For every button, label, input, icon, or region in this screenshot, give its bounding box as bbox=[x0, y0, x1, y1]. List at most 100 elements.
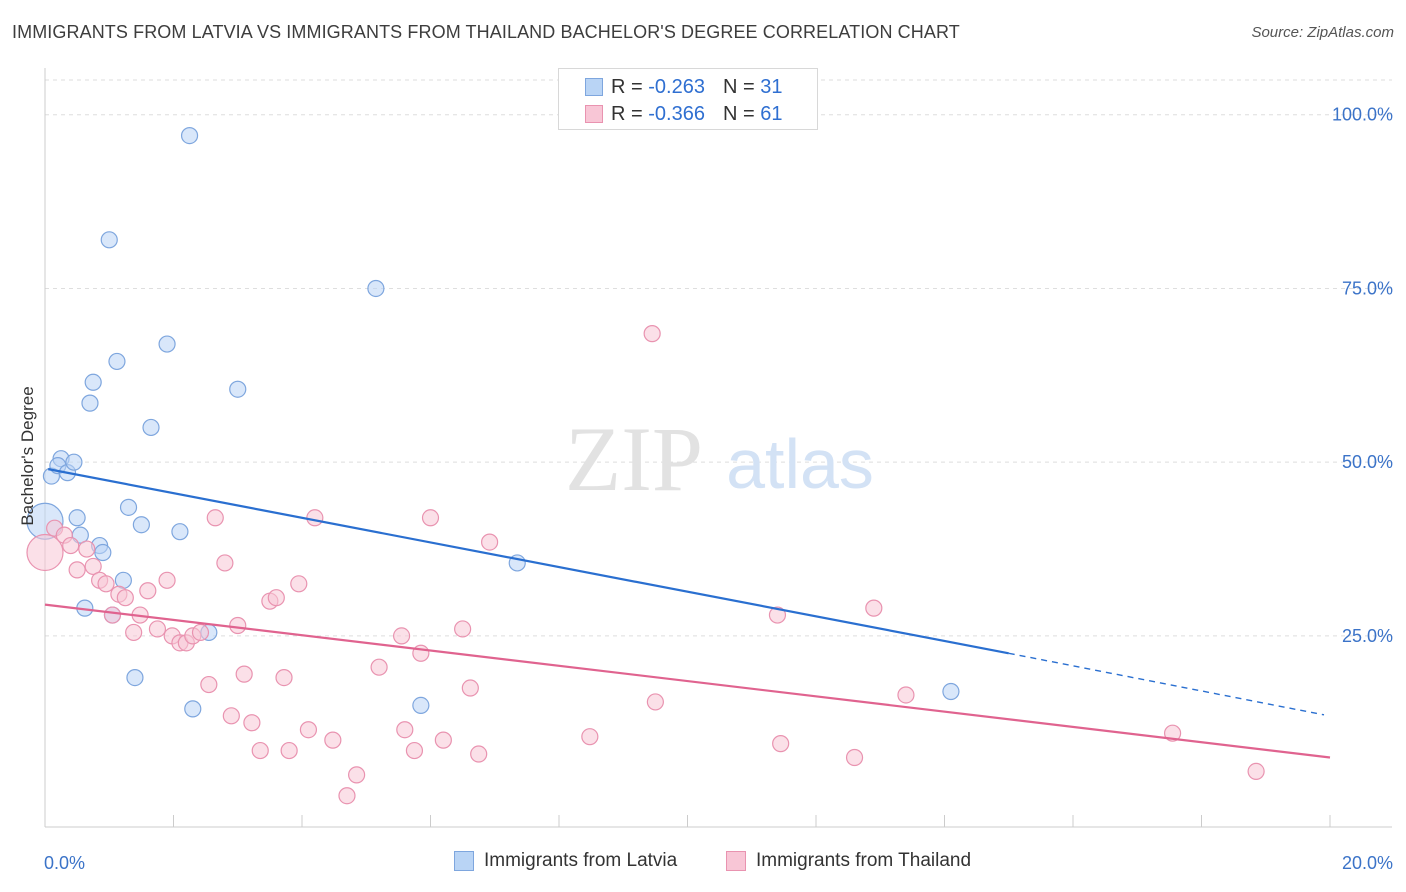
latvia-trend-extension bbox=[1008, 652, 1325, 716]
latvia-points bbox=[26, 126, 960, 718]
thailand-points bbox=[26, 325, 1265, 805]
thailand-point bbox=[139, 582, 157, 600]
thailand-point bbox=[897, 686, 915, 704]
thailand-point bbox=[62, 536, 80, 555]
latvia-point bbox=[942, 682, 960, 701]
thailand-point bbox=[68, 561, 86, 579]
latvia-point bbox=[412, 696, 430, 714]
latvia-point bbox=[65, 453, 83, 471]
r-label: R = bbox=[611, 102, 643, 125]
x-tick-label: 20.0% bbox=[1342, 853, 1393, 873]
y-tick-label: 100.0% bbox=[1332, 105, 1393, 125]
thailand-point bbox=[97, 575, 115, 593]
thailand-point bbox=[26, 533, 64, 572]
n-value: 31 bbox=[760, 75, 783, 98]
thailand-swatch bbox=[585, 105, 603, 123]
thailand-point bbox=[643, 325, 661, 343]
latvia-point bbox=[229, 380, 247, 398]
thailand-point bbox=[772, 735, 790, 753]
axes bbox=[44, 68, 1392, 828]
r-value: -0.366 bbox=[648, 102, 705, 125]
latvia-point bbox=[367, 279, 385, 298]
thailand-point bbox=[216, 554, 234, 572]
latvia-point bbox=[108, 352, 126, 371]
thailand-point bbox=[768, 606, 787, 624]
y-axis-label: Bachelor's Degree bbox=[18, 386, 37, 526]
thailand-point bbox=[454, 620, 472, 638]
latvia-point bbox=[84, 373, 102, 391]
thailand-point bbox=[125, 623, 143, 642]
latvia-point bbox=[81, 394, 99, 412]
r-label: R = bbox=[611, 75, 643, 98]
thailand-point bbox=[222, 707, 240, 725]
n-value: 61 bbox=[760, 102, 783, 125]
latvia-point bbox=[126, 668, 144, 687]
n-label: N = bbox=[722, 102, 755, 125]
y-tick-labels: 25.0% 50.0% 75.0% 100.0% bbox=[1332, 105, 1393, 646]
latvia-point bbox=[171, 523, 189, 541]
source-attribution: Source: ZipAtlas.com bbox=[1251, 24, 1394, 41]
thailand-point bbox=[392, 627, 411, 645]
watermark-zip: ZIP bbox=[565, 408, 703, 510]
thailand-point bbox=[78, 540, 96, 558]
thailand-point bbox=[275, 668, 293, 687]
thailand-legend-swatch bbox=[726, 851, 746, 871]
n-label: N = bbox=[722, 75, 755, 98]
thailand-point bbox=[581, 728, 599, 746]
thailand-trend-line bbox=[44, 603, 1331, 759]
trend-lines bbox=[44, 468, 1331, 759]
thailand-point bbox=[191, 623, 210, 642]
latvia-point bbox=[142, 418, 160, 437]
watermark: ZIP atlas bbox=[565, 408, 874, 510]
x-tick-labels: 0.0% 20.0% bbox=[44, 853, 1393, 873]
chart-title: IMMIGRANTS FROM LATVIA VS IMMIGRANTS FRO… bbox=[12, 22, 960, 42]
y-tick-label: 75.0% bbox=[1342, 278, 1393, 298]
thailand-point bbox=[84, 557, 102, 576]
thailand-point bbox=[290, 575, 308, 593]
thailand-point bbox=[324, 731, 342, 749]
thailand-point bbox=[299, 721, 318, 739]
thailand-point bbox=[434, 731, 452, 749]
thailand-point bbox=[148, 620, 167, 638]
thailand-point bbox=[481, 533, 499, 551]
thailand-point bbox=[280, 741, 298, 760]
latvia-point bbox=[68, 509, 86, 527]
thailand-point bbox=[103, 606, 122, 624]
latvia-point bbox=[180, 126, 199, 145]
latvia-point bbox=[94, 543, 112, 562]
thailand-point bbox=[158, 571, 176, 589]
latvia-point bbox=[132, 516, 150, 534]
r-value: -0.263 bbox=[648, 75, 705, 98]
latvia-legend-label: Immigrants from Latvia bbox=[484, 850, 678, 871]
thailand-point bbox=[370, 658, 388, 676]
thailand-point bbox=[396, 721, 414, 739]
gridlines bbox=[45, 79, 1392, 637]
latvia-point bbox=[184, 700, 202, 718]
thailand-point bbox=[267, 589, 285, 607]
latvia-legend-swatch bbox=[454, 851, 474, 871]
latvia-point bbox=[100, 231, 118, 249]
y-tick-label: 25.0% bbox=[1342, 626, 1393, 646]
thailand-point bbox=[405, 741, 424, 760]
thailand-point bbox=[865, 599, 883, 617]
thailand-point bbox=[470, 745, 488, 763]
thailand-point bbox=[306, 509, 324, 527]
latvia-swatch bbox=[585, 78, 603, 96]
thailand-legend-label: Immigrants from Thailand bbox=[756, 850, 972, 871]
x-tick-label: 0.0% bbox=[44, 853, 85, 873]
thailand-point bbox=[251, 741, 269, 760]
thailand-point bbox=[338, 787, 356, 805]
thailand-point bbox=[845, 748, 864, 767]
y-tick-label: 50.0% bbox=[1342, 452, 1393, 472]
thailand-point bbox=[229, 616, 247, 635]
latvia-point bbox=[119, 498, 138, 516]
thailand-point bbox=[461, 679, 479, 697]
thailand-point bbox=[348, 766, 366, 784]
thailand-point bbox=[646, 693, 664, 711]
thailand-point bbox=[116, 589, 134, 607]
thailand-point bbox=[235, 665, 253, 683]
thailand-point bbox=[206, 509, 224, 527]
thailand-point bbox=[421, 509, 440, 527]
thailand-point bbox=[200, 675, 218, 694]
